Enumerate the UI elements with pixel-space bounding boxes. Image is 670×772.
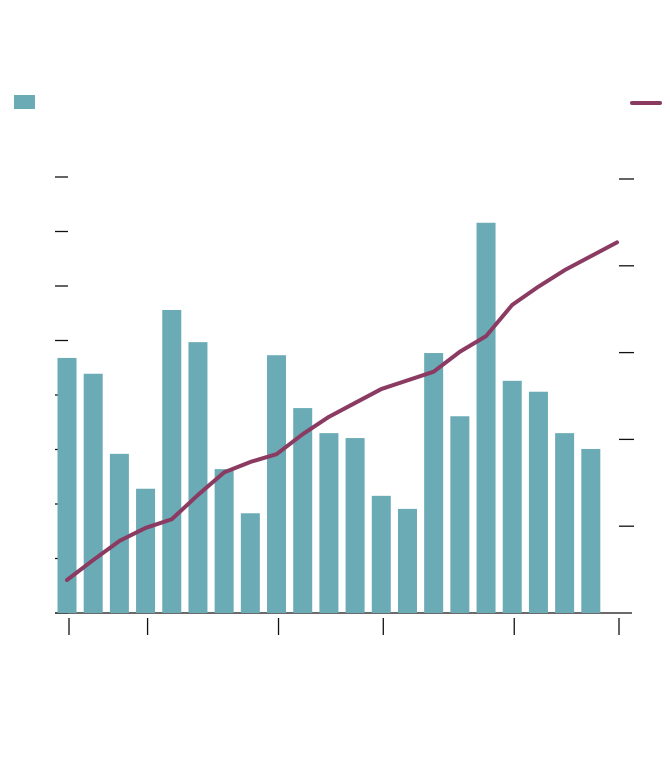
bar bbox=[109, 453, 129, 613]
bar bbox=[293, 408, 313, 613]
bar bbox=[424, 353, 444, 613]
bar bbox=[502, 380, 522, 613]
bar bbox=[450, 416, 470, 613]
bar bbox=[83, 373, 103, 613]
bar bbox=[371, 495, 391, 613]
bar bbox=[188, 342, 208, 613]
bar bbox=[581, 448, 601, 613]
legend-swatch bbox=[14, 95, 35, 109]
bar bbox=[162, 309, 182, 613]
bar bbox=[267, 355, 287, 613]
bar bbox=[214, 469, 234, 613]
bar bbox=[57, 357, 77, 613]
bar bbox=[397, 508, 417, 613]
line bbox=[65, 240, 619, 583]
bar bbox=[240, 513, 260, 613]
bar bbox=[476, 222, 496, 613]
bar bbox=[136, 488, 156, 613]
bar bbox=[319, 433, 339, 613]
bar bbox=[555, 433, 575, 613]
bar bbox=[528, 391, 548, 613]
bar bbox=[345, 438, 365, 613]
